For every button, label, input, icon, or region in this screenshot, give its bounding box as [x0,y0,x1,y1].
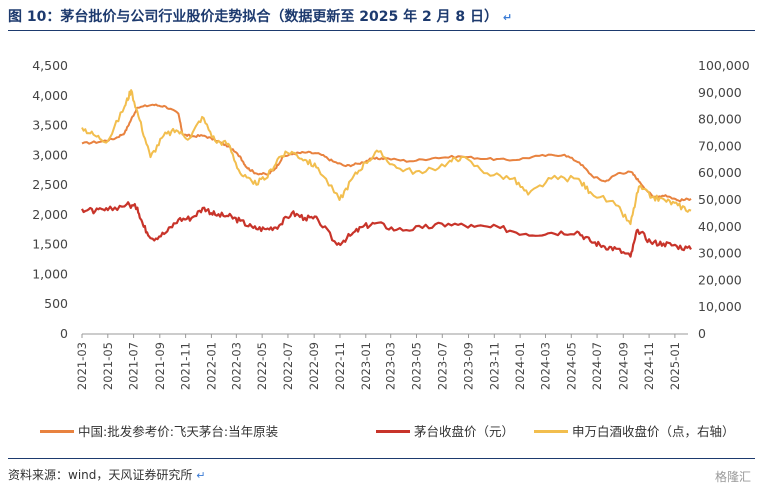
legend-label: 茅台收盘价（元） [414,424,515,439]
chart-legend: 中国:批发参考价:飞天茅台:当年原装 茅台收盘价（元） 申万白酒收盘价（点，右轴） [40,421,760,441]
return-mark-icon: ↵ [196,469,206,482]
x-tick-label: 2021-09 [153,342,167,390]
line-chart: 0 500 1,000 1,500 2,000 2,500 3,000 3,500 4,000 4… [32,58,750,390]
x-tick-label: 2022-07 [281,342,295,390]
legend-swatch [40,430,74,433]
legend-item: 申万白酒收盘价（点，右轴） [534,421,735,440]
y-left-tick-label: 2,500 [32,177,68,192]
chart-series-layer [81,89,692,258]
y-left-tick-label: 4,500 [32,58,68,73]
x-tick-label: 2022-03 [229,342,243,390]
x-tick-label: 2023-03 [384,342,398,390]
x-tick-label: 2025-01 [668,342,682,390]
y-left-tick-label: 500 [44,296,68,311]
y-right-tick-label: 70,000 [698,138,742,153]
y-right-tick-label: 10,000 [698,299,742,314]
y-left-tick-label: 0 [60,326,68,341]
x-tick-label: 2024-03 [538,342,552,390]
legend-item: 茅台收盘价（元） [376,421,514,440]
y-right-tick-label: 20,000 [698,272,742,287]
legend-swatch [534,430,568,433]
x-tick-label: 2021-11 [179,342,193,390]
y-right-tick-label: 30,000 [698,246,742,261]
x-tick-label: 2022-01 [204,342,218,390]
x-tick-label: 2024-09 [616,342,630,390]
x-tick-label: 2022-11 [333,342,347,390]
x-tick-label: 2024-01 [513,342,527,390]
x-tick-label: 2024-05 [564,342,578,390]
y-right-tick-label: 90,000 [698,85,742,100]
chart-axes: 0 500 1,000 1,500 2,000 2,500 3,000 3,500 4,000 4… [32,58,750,390]
y-right-tick-label: 100,000 [698,58,750,73]
return-mark-icon: ↵ [502,11,513,24]
x-tick-label: 2023-11 [487,342,501,390]
x-tick-label: 2021-07 [127,342,141,390]
x-tick-label: 2023-07 [435,342,449,390]
y-right-tick-label: 40,000 [698,219,742,234]
y-right-tick-label: 0 [698,326,706,341]
y-right-tick-label: 60,000 [698,165,742,180]
legend-swatch [376,430,410,433]
title-divider [8,30,755,31]
series-line-2 [81,201,692,258]
y-left-tick-label: 3,000 [32,147,68,162]
y-right-tick-label: 80,000 [698,112,742,127]
chart-title: 图 10：茅台批价与公司行业股价走势拟合（数据更新至 2025 年 2 月 8 … [8,6,512,26]
series-line-3 [81,89,692,226]
x-tick-label: 2023-05 [410,342,424,390]
legend-item: 中国:批发参考价:飞天茅台:当年原装 [40,421,278,440]
y-left-tick-label: 1,000 [32,266,68,281]
x-tick-label: 2023-09 [462,342,476,390]
y-left-tick-label: 1,500 [32,237,68,252]
y-left-tick-label: 3,500 [32,118,68,133]
x-tick-label: 2021-03 [75,342,89,390]
x-tick-label: 2022-09 [307,342,321,390]
source-text: 资料来源：wind，天风证券研究所 [8,468,193,482]
series-line-1 [81,103,692,203]
chart-title-text: 图 10：茅台批价与公司行业股价走势拟合（数据更新至 2025 年 2 月 8 … [8,9,499,25]
y-right-tick-label: 50,000 [698,192,742,207]
x-tick-label: 2022-05 [255,342,269,390]
x-tick-label: 2024-11 [642,342,656,390]
x-tick-label: 2023-01 [359,342,373,390]
watermark-logo: 格隆汇 [714,470,751,484]
x-tick-label: 2024-07 [590,342,604,390]
source-divider [8,458,755,459]
y-left-tick-label: 4,000 [32,88,68,103]
legend-label: 中国:批发参考价:飞天茅台:当年原装 [78,424,279,439]
x-tick-label: 2021-05 [101,342,115,390]
legend-label: 申万白酒收盘价（点，右轴） [572,424,735,439]
source-note: 资料来源：wind，天风证券研究所 ↵ [8,466,205,483]
y-left-tick-label: 2,000 [32,207,68,222]
